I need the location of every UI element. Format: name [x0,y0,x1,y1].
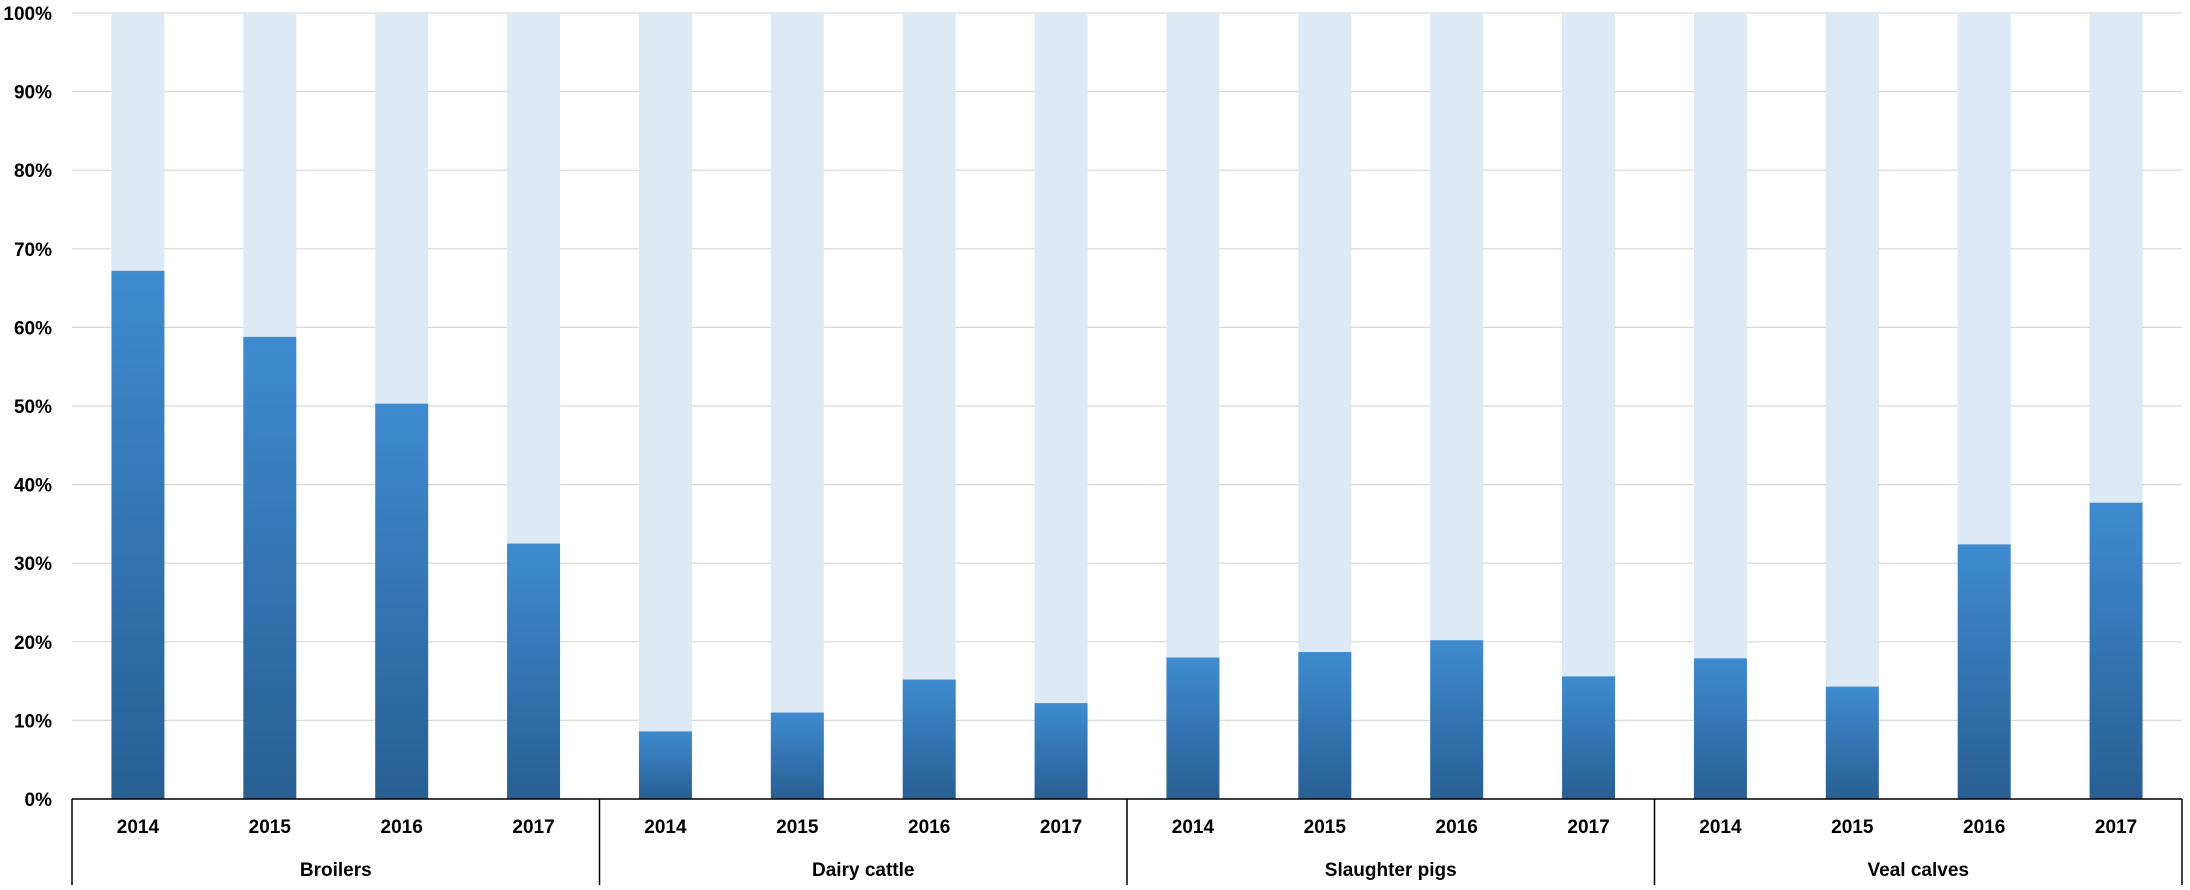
bar-value-segment [243,336,297,799]
bar-value-segment [111,270,165,800]
bar-value-segment [507,543,561,799]
x-axis-labels: 2014 2015 2016 2017 2014 2015 2016 2017 2014 2015… [117,817,2137,881]
bar-remainder-segment [770,13,824,713]
bar-remainder-segment [638,13,692,732]
bar-value-segment [1693,658,1747,799]
x-category-label: 2015 [1304,817,1347,838]
x-category-label: 2015 [249,817,292,838]
x-group-label: Broilers [300,860,372,881]
bar-remainder-segment [243,13,297,337]
y-tick-label: 60% [14,318,52,339]
bar-value-segment [1298,652,1352,799]
bar-remainder-segment [902,13,956,680]
y-tick-label: 90% [14,83,52,104]
x-category-label: 2014 [1172,817,1215,838]
x-category-label: 2015 [1831,817,1874,838]
x-axis [71,798,2183,885]
y-tick-label: 70% [14,240,52,261]
bar-value-segment [375,403,429,799]
x-category-label: 2015 [776,817,819,838]
x-category-label: 2017 [1567,817,1609,838]
x-group-label: Slaughter pigs [1325,860,1457,881]
bar-value-segment [1562,676,1616,799]
bar-remainder-segment [1430,13,1484,641]
bar-remainder-segment [1562,13,1616,677]
bar-remainder-segment [1693,13,1747,659]
bar-value-segment [1034,703,1088,799]
bar-remainder-segment [375,13,429,404]
bar-value-segment [638,731,692,799]
x-category-label: 2016 [1963,817,2005,838]
y-tick-label: 10% [14,711,52,732]
x-category-label: 2014 [1699,817,1742,838]
y-tick-label: 50% [14,397,52,418]
y-tick-label: 30% [14,554,52,575]
y-tick-label: 100% [3,4,52,25]
bars [111,13,2143,800]
x-category-label: 2017 [2095,817,2137,838]
bar-remainder-segment [1166,13,1220,658]
x-category-label: 2014 [117,817,160,838]
bar-value-segment [770,712,824,799]
x-category-label: 2017 [512,817,554,838]
bar-remainder-segment [1034,13,1088,704]
x-category-label: 2016 [381,817,423,838]
bar-remainder-segment [1957,13,2011,545]
bar-value-segment [2089,502,2143,799]
bar-value-segment [1957,544,2011,799]
x-category-label: 2016 [1436,817,1478,838]
x-category-label: 2017 [1040,817,1082,838]
bar-remainder-segment [1298,13,1352,653]
x-category-label: 2014 [644,817,687,838]
y-tick-label: 80% [14,161,52,182]
bar-value-segment [1825,686,1879,799]
y-tick-label: 40% [14,476,52,497]
x-category-label: 2016 [908,817,950,838]
y-tick-label: 0% [25,790,53,811]
bar-remainder-segment [2089,13,2143,503]
y-tick-label: 20% [14,633,52,654]
bar-value-segment [902,679,956,799]
x-group-label: Dairy cattle [812,860,914,881]
bar-remainder-segment [507,13,561,544]
y-axis-tick-labels: 0% 10% 20% 30% 40% 50% 60% 70% 80% 90% 100% [3,4,52,811]
x-group-label: Veal calves [1868,860,1969,881]
bar-value-segment [1430,640,1484,799]
bar-value-segment [1166,657,1220,799]
bar-remainder-segment [111,13,165,271]
bar-remainder-segment [1825,13,1879,687]
